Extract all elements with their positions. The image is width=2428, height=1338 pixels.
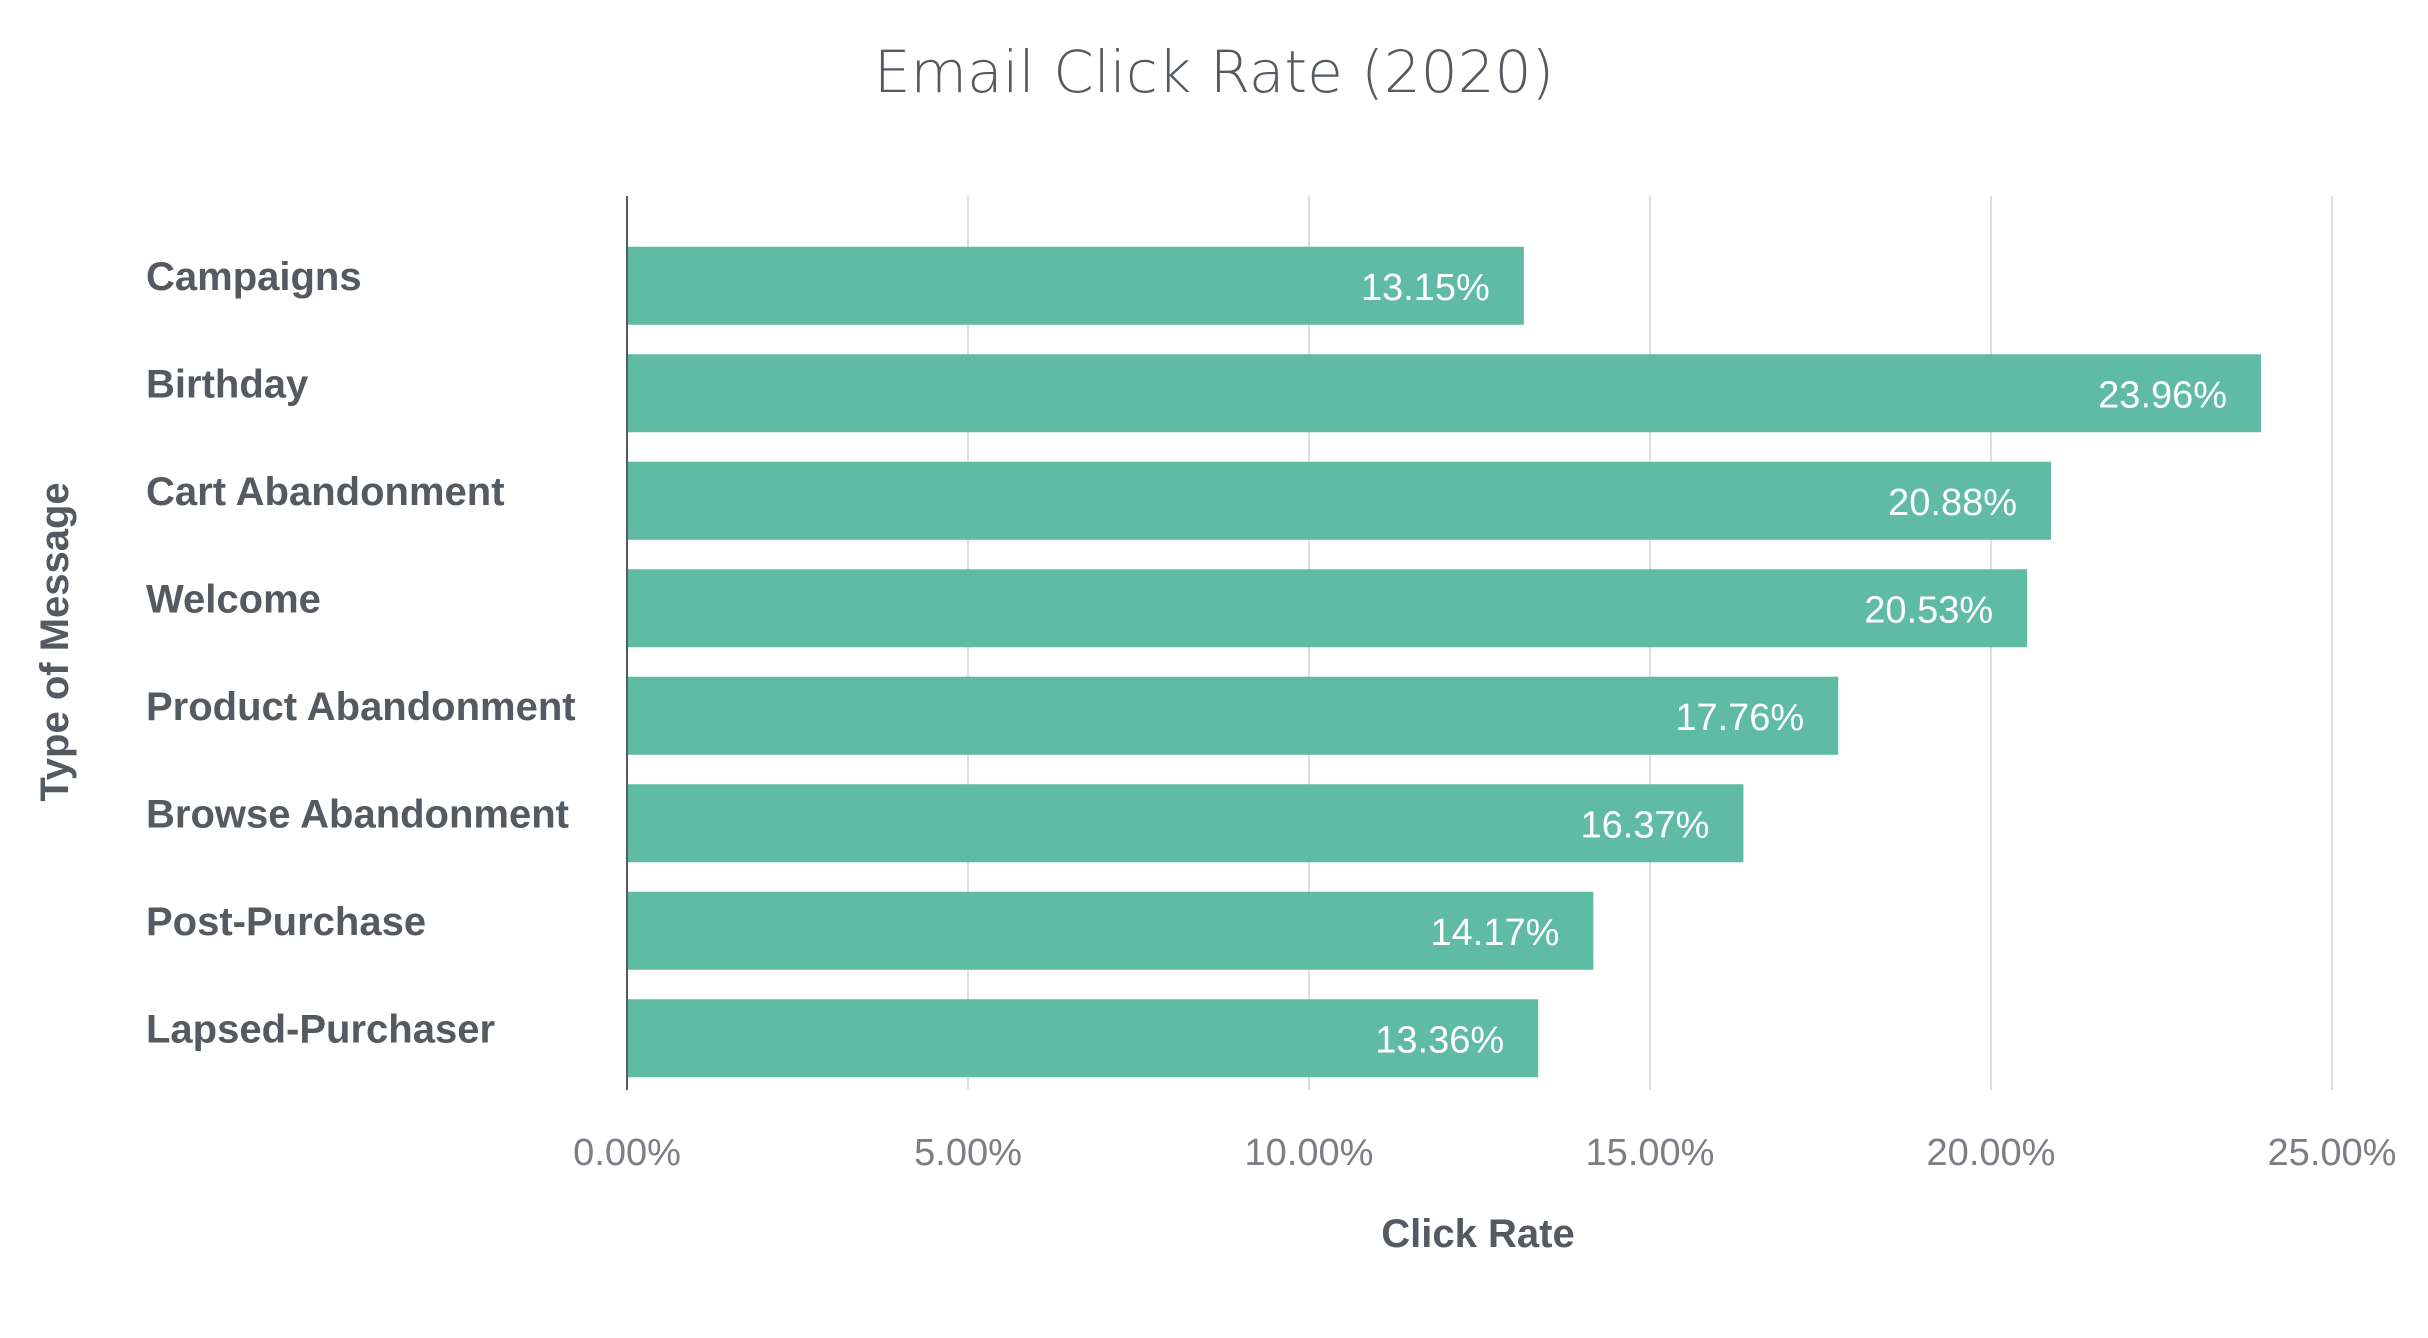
- x-tick-label: 10.00%: [1245, 1132, 1374, 1174]
- data-label: 16.37%: [1581, 804, 1710, 846]
- bar-post-purchase: [627, 891, 1594, 970]
- x-tick-label: 25.00%: [2268, 1132, 2397, 1174]
- y-axis-title: Type of Message: [33, 482, 77, 801]
- category-label: Welcome: [146, 577, 321, 621]
- bar-cart-abandonment: [627, 461, 2052, 540]
- x-tick-label: 5.00%: [914, 1132, 1022, 1174]
- data-label: 13.36%: [1375, 1019, 1504, 1061]
- data-label: 13.15%: [1361, 267, 1490, 309]
- bar-lapsed-purchaser: [627, 999, 1539, 1078]
- x-tick-label: 15.00%: [1586, 1132, 1715, 1174]
- data-label: 23.96%: [2098, 374, 2227, 416]
- x-tick-label: 0.00%: [573, 1132, 681, 1174]
- category-label: Post-Purchase: [146, 900, 426, 944]
- x-axis-title: Click Rate: [1381, 1212, 1574, 1256]
- category-label: Campaigns: [146, 255, 362, 299]
- x-tick-label: 20.00%: [1927, 1132, 2056, 1174]
- data-label: 20.53%: [1864, 589, 1993, 631]
- category-label: Browse Abandonment: [146, 792, 569, 836]
- bar-welcome: [627, 569, 2028, 648]
- bars: 13.15% 23.96% 20.88% 20.53% 17.76% 16.37% 14.1…: [627, 246, 2262, 1078]
- category-label: Lapsed-Purchaser: [146, 1007, 495, 1051]
- category-label: Birthday: [146, 362, 309, 406]
- bar-product-abandonment: [627, 676, 1839, 755]
- bar-browse-abandonment: [627, 784, 1744, 863]
- bar-birthday: [627, 354, 2262, 433]
- category-label: Product Abandonment: [146, 685, 576, 729]
- data-label: 14.17%: [1431, 912, 1560, 954]
- category-labels: Campaigns Birthday Cart Abandonment Welcome…: [146, 255, 576, 1052]
- chart-title: Email Click Rate (2020): [874, 38, 1554, 106]
- bar-campaigns: [627, 246, 1524, 325]
- category-label: Cart Abandonment: [146, 470, 505, 514]
- x-tick-labels: 0.00% 5.00% 10.00% 15.00% 20.00% 25.00%: [573, 1132, 2396, 1174]
- data-label: 20.88%: [1888, 482, 2017, 524]
- data-label: 17.76%: [1675, 697, 1804, 739]
